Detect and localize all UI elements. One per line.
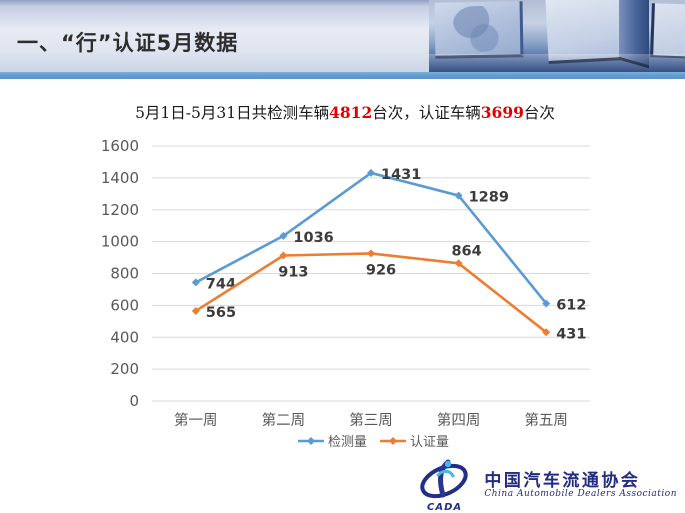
x-axis-label: 第二周 [262, 411, 306, 429]
data-point-marker [191, 306, 200, 315]
header-divider [0, 72, 685, 79]
data-point-marker [454, 259, 463, 268]
chart-title-segment: 台次 [523, 104, 555, 122]
data-point-label: 431 [556, 326, 586, 342]
data-point-marker [367, 168, 375, 177]
detected-total: 4812 [329, 103, 373, 122]
cubes-photo-graphic [429, 0, 685, 72]
data-point-label: 864 [451, 243, 481, 259]
cube-graphic [434, 1, 524, 59]
logo-name-en: China Automobile Dealers Association [484, 489, 677, 500]
data-point-marker [279, 251, 288, 260]
logo-name-cn: 中国汽车流通协会 [484, 470, 641, 491]
data-point-label: 565 [206, 305, 236, 321]
cada-logo: CADA 中国汽车流通协会 China Automobile Dealers A… [417, 459, 677, 513]
legend-label: 认证量 [410, 435, 449, 450]
floor-glow-graphic [429, 54, 685, 72]
data-point-marker [542, 328, 551, 337]
x-axis-label: 第一周 [174, 411, 218, 429]
chart-title-segment: 台次，认证车辆 [372, 104, 481, 122]
data-point-marker [191, 278, 200, 287]
cube-graphic [650, 3, 685, 59]
certified-total: 3699 [480, 103, 524, 122]
legend-marker-diamond [389, 437, 397, 445]
data-point-marker [279, 231, 288, 240]
data-point-label: 1289 [469, 190, 509, 206]
y-axis-label: 1000 [101, 233, 139, 251]
data-point-label: 913 [278, 264, 308, 280]
y-axis-label: 400 [110, 328, 139, 346]
y-axis-label: 1400 [101, 169, 139, 187]
cada-emblem-icon: CADA [420, 459, 469, 513]
y-axis-label: 1200 [101, 201, 139, 219]
chart-title: 5月1日-5月31日共检测车辆4812台次，认证车辆3699台次 [85, 101, 605, 123]
header-band: 一、“行”认证5月数据 [0, 0, 685, 72]
cada-acronym: CADA [427, 502, 462, 513]
y-axis-label: 800 [110, 265, 139, 283]
legend-marker-diamond [307, 437, 315, 445]
data-point-label: 612 [556, 297, 586, 313]
y-axis-label: 200 [110, 360, 139, 378]
data-point-marker [542, 299, 551, 308]
y-axis-label: 0 [129, 392, 139, 410]
data-point-label: 1431 [381, 167, 421, 183]
legend-label: 检测量 [328, 435, 367, 450]
page-title: 一、“行”认证5月数据 [17, 31, 239, 55]
x-axis-label: 第三周 [349, 411, 393, 429]
data-point-marker [454, 191, 463, 200]
chart-title-segment: 5月1日-5月31日共检测车辆 [135, 104, 330, 122]
x-axis-label: 第五周 [524, 411, 568, 429]
data-point-marker [367, 249, 375, 258]
data-point-label: 926 [366, 262, 396, 278]
y-axis-label: 1600 [101, 137, 139, 155]
line-chart: 0 200 400 600 800 1000 1200 1400 1600 第一周 第二周 第三周 第四… [101, 137, 590, 450]
data-point-label: 1036 [293, 230, 333, 246]
data-point-label: 744 [206, 276, 236, 292]
y-axis-label: 600 [110, 296, 139, 314]
x-axis-label: 第四周 [437, 411, 481, 429]
